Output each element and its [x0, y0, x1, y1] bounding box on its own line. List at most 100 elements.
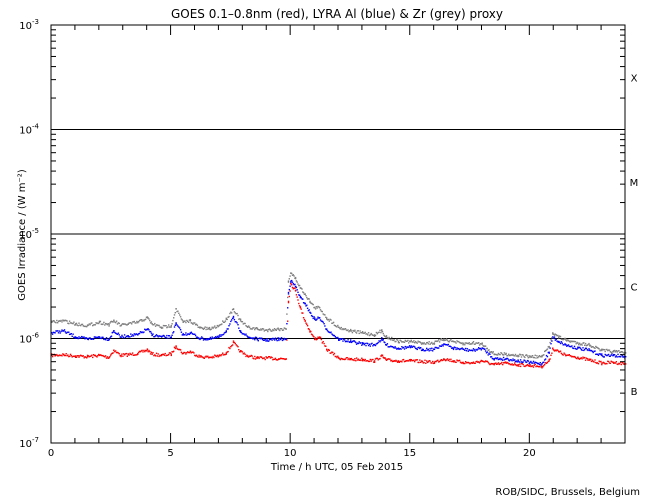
data-point	[185, 332, 187, 334]
data-point	[599, 353, 601, 355]
data-point	[208, 328, 211, 330]
data-point	[75, 322, 78, 325]
data-point	[531, 356, 533, 358]
data-point	[286, 313, 288, 315]
data-point	[188, 333, 191, 336]
data-point	[622, 356, 624, 358]
data-point	[239, 320, 242, 322]
data-point	[613, 362, 615, 364]
data-point	[182, 333, 184, 335]
data-point	[137, 321, 139, 323]
data-point	[329, 332, 331, 334]
data-point	[51, 354, 53, 357]
data-point	[231, 308, 234, 311]
data-point	[170, 326, 172, 328]
data-point	[458, 348, 461, 351]
data-point	[547, 351, 549, 354]
data-point	[408, 340, 411, 342]
data-point	[582, 356, 584, 358]
data-point	[585, 347, 588, 350]
data-point	[541, 367, 543, 369]
data-point	[83, 336, 85, 338]
data-point	[482, 344, 484, 347]
data-point	[153, 336, 155, 338]
data-point	[218, 335, 220, 337]
data-point	[179, 314, 181, 316]
data-point	[354, 329, 356, 331]
data-point	[562, 338, 564, 341]
data-point	[609, 355, 611, 357]
data-point	[388, 346, 390, 348]
data-point	[240, 320, 243, 323]
data-point	[223, 353, 226, 356]
data-point	[570, 346, 572, 348]
data-point	[111, 332, 113, 334]
data-point	[149, 322, 152, 324]
data-point	[519, 354, 522, 356]
data-point	[161, 327, 163, 329]
data-point	[299, 307, 302, 309]
data-point	[544, 362, 547, 364]
data-point	[223, 321, 226, 323]
data-point	[533, 362, 535, 364]
data-point	[553, 336, 556, 338]
data-point	[108, 325, 110, 327]
data-point	[306, 325, 309, 327]
data-point	[558, 336, 560, 338]
data-point	[267, 340, 269, 342]
data-point	[314, 307, 316, 309]
data-point	[222, 352, 224, 354]
data-point	[382, 339, 384, 341]
data-point	[178, 348, 180, 351]
data-point	[517, 364, 519, 366]
data-point	[385, 359, 388, 361]
data-point	[84, 338, 86, 340]
data-point	[397, 348, 400, 350]
data-point	[249, 355, 252, 357]
data-point	[536, 362, 538, 364]
data-point	[448, 345, 450, 347]
data-point	[622, 351, 624, 354]
data-point	[474, 350, 476, 352]
data-point	[89, 337, 91, 339]
y-axis-title: GOES Irradiance / (W m⁻²)	[17, 169, 28, 301]
data-point	[382, 356, 384, 358]
data-point	[107, 339, 109, 341]
data-point	[116, 333, 119, 335]
data-point	[193, 352, 195, 354]
data-point	[470, 343, 472, 345]
data-point	[201, 327, 203, 329]
data-point	[61, 355, 63, 357]
data-point	[272, 359, 274, 361]
data-point	[68, 333, 71, 336]
data-point	[242, 333, 244, 335]
data-point	[68, 320, 71, 322]
data-point	[436, 360, 438, 362]
data-point	[227, 350, 229, 353]
data-point	[270, 330, 272, 332]
data-point	[232, 340, 235, 342]
data-point	[182, 321, 184, 323]
data-point	[572, 340, 574, 342]
data-point	[607, 360, 610, 363]
data-point	[544, 359, 546, 361]
data-point	[266, 329, 268, 331]
data-point	[373, 344, 376, 346]
data-point	[341, 328, 343, 331]
data-point	[114, 321, 116, 323]
data-point	[65, 353, 67, 355]
data-point	[220, 323, 222, 326]
data-point	[103, 355, 105, 358]
data-point	[202, 328, 205, 330]
data-point	[228, 315, 230, 318]
data-point	[120, 354, 122, 357]
data-point	[162, 334, 165, 337]
data-point	[515, 355, 518, 357]
data-point	[175, 345, 177, 347]
data-point	[581, 344, 583, 346]
data-point	[311, 315, 314, 318]
data-point	[526, 359, 529, 362]
data-point	[470, 362, 472, 364]
data-point	[51, 333, 54, 335]
data-point	[445, 344, 448, 346]
